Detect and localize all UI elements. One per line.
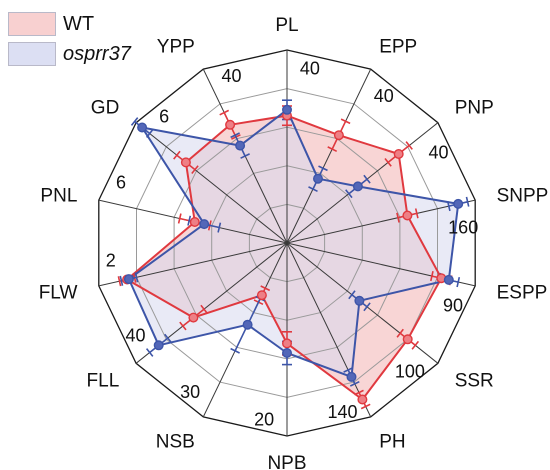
axis-spoke-epp [286,68,372,244]
axis-spoke-snpp [286,199,476,244]
axis-label-ph: PH [379,431,405,452]
data-point-osprr37-pnp [352,181,363,192]
axis-label-npb: NPB [267,453,306,470]
legend-label-osprr37: osprr37 [63,42,131,65]
legend-item-osprr37: osprr37 [8,42,131,66]
scale-label-pl: 40 [300,59,320,79]
data-point-wt-ssr [402,334,413,345]
scale-label-pnl: 6 [116,173,126,193]
axis-label-espp: ESPP [497,283,548,304]
legend-item-wt: WT [8,12,94,36]
axis-label-gd: GD [91,98,120,119]
axis-label-nsb: NSB [156,431,195,452]
data-point-osprr37-ssr [354,295,365,306]
axis-label-ypp: YPP [157,37,195,58]
axis-label-snpp: SNPP [497,185,549,206]
scale-label-ypp: 40 [221,66,241,86]
data-point-wt-ypp [225,119,236,130]
scale-label-ssr: 100 [395,361,425,381]
data-point-osprr37-pl [282,104,293,115]
scale-label-epp: 40 [374,86,394,106]
data-point-osprr37-pnl [199,219,210,230]
axis-label-pl: PL [275,15,298,36]
axis-label-epp: EPP [379,37,417,58]
legend-swatch-wt [8,12,56,36]
data-point-osprr37-fll [153,340,164,351]
scale-label-gd: 6 [159,107,169,127]
scale-label-ph: 140 [327,402,357,422]
axis-label-pnl: PNL [40,185,77,206]
data-point-osprr37-flw [123,274,134,285]
legend-swatch-osprr37 [8,42,56,66]
data-point-wt-nsb [256,290,267,301]
data-point-wt-pnl [189,216,200,227]
scale-label-fll: 40 [125,326,145,346]
data-point-wt-gd [180,157,191,168]
data-point-osprr37-ypp [235,140,246,151]
axis-label-flw: FLW [39,283,78,304]
scale-label-npb: 20 [254,410,274,430]
scale-label-flw: 2 [106,251,116,271]
legend: WT osprr37 [8,8,178,68]
data-point-osprr37-espp [443,274,454,285]
data-point-osprr37-snpp [453,198,464,209]
data-point-wt-pnp [393,148,404,159]
scale-label-pnp: 40 [428,143,448,163]
data-point-wt-fll [188,312,199,323]
scale-label-snpp: 160 [448,217,478,237]
axis-label-pnp: PNP [455,98,494,119]
data-point-osprr37-epp [313,173,324,184]
data-point-wt-npb [282,338,293,349]
data-point-osprr37-nsb [242,319,253,330]
axis-spoke-ph [286,242,372,418]
axis-label-fll: FLL [87,371,120,392]
data-point-wt-snpp [402,210,413,221]
axis-spoke-gd [135,122,288,244]
series-area-osprr37 [128,109,459,377]
scale-label-nsb: 30 [180,382,200,402]
scale-label-espp: 90 [443,295,463,315]
axis-label-ssr: SSR [455,371,494,392]
data-point-wt-ph [357,394,368,405]
data-point-osprr37-ph [346,371,357,382]
data-point-osprr37-gd [137,122,148,133]
data-point-osprr37-npb [282,348,293,359]
legend-label-wt: WT [63,12,95,35]
data-point-wt-epp [333,130,344,141]
